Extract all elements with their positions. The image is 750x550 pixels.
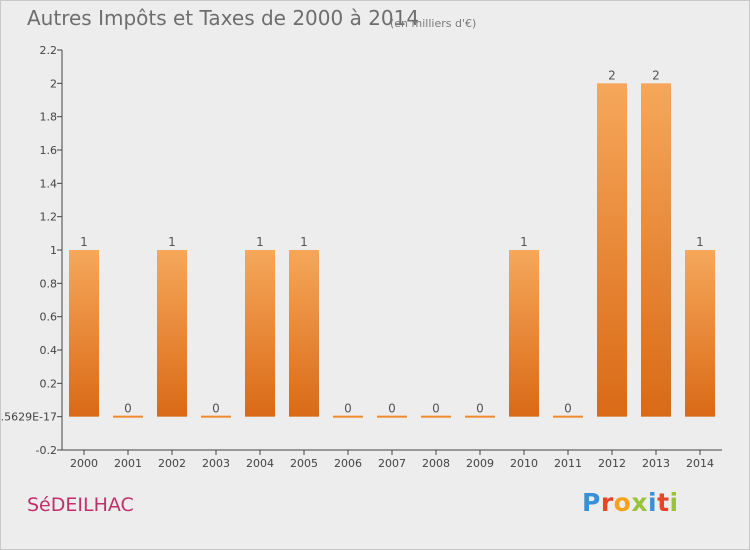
x-tick-label: 2005	[290, 457, 318, 470]
y-tick-label: 2.2	[40, 44, 58, 57]
bar	[421, 415, 451, 418]
x-tick-label: 2011	[554, 457, 582, 470]
bar	[245, 250, 275, 417]
x-tick-label: 2010	[510, 457, 538, 470]
data-label: 1	[300, 235, 308, 249]
y-tick-label: 1.8	[40, 111, 58, 124]
x-tick-label: 2014	[686, 457, 714, 470]
bar	[553, 415, 583, 418]
y-tick-label: 1	[50, 244, 57, 257]
bar	[641, 83, 671, 417]
data-label: 1	[256, 235, 264, 249]
bar	[157, 250, 187, 417]
x-tick-label: 2003	[202, 457, 230, 470]
brand-letter: r	[600, 488, 614, 517]
x-tick-label: 2008	[422, 457, 450, 470]
y-tick-label: -0.2	[36, 444, 57, 457]
x-tick-label: 2013	[642, 457, 670, 470]
data-label: 0	[564, 402, 572, 416]
data-label: 0	[344, 402, 352, 416]
y-tick-label: 1.2	[40, 211, 58, 224]
y-tick-label: 0.4	[40, 344, 58, 357]
y-tick-label: 0.6	[40, 311, 58, 324]
chart-title: Autres Impôts et Taxes de 2000 à 2014	[27, 6, 420, 30]
chart-labels: -0.2 1.5629E-17 0.2 0.4 0.6 0.8 1 1.2 1.4 1.6 1.8 2…	[0, 44, 714, 470]
bar	[377, 415, 407, 418]
data-label: 0	[432, 402, 440, 416]
data-label: 2	[652, 68, 660, 82]
brand-letter: o	[613, 488, 632, 517]
commune-name: SéDEILHAC	[27, 494, 134, 516]
data-label: 0	[212, 402, 220, 416]
brand-letter: x	[631, 488, 648, 517]
proxiti-logo[interactable]: Proxiti	[582, 488, 679, 517]
bar	[69, 250, 99, 417]
brand-letter: i	[669, 488, 679, 517]
x-tick-label: 2002	[158, 457, 186, 470]
y-tick-label: 1.4	[40, 177, 58, 190]
bar	[597, 83, 627, 417]
brand-letter: i	[648, 488, 658, 517]
x-tick-label: 2006	[334, 457, 362, 470]
data-label: 1	[696, 235, 704, 249]
y-tick-label: 0.8	[40, 277, 58, 290]
chart-axes	[57, 49, 722, 455]
x-tick-label: 2007	[378, 457, 406, 470]
x-tick-label: 2001	[114, 457, 142, 470]
chart-unit: (en milliers d'€)	[390, 17, 477, 30]
x-tick-label: 2009	[466, 457, 494, 470]
data-label: 1	[168, 235, 176, 249]
bar	[685, 250, 715, 417]
data-label: 0	[388, 402, 396, 416]
data-label: 1	[80, 235, 88, 249]
data-label: 0	[124, 402, 132, 416]
y-tick-label: 2	[50, 77, 57, 90]
bar	[333, 415, 363, 418]
brand-letter: P	[582, 488, 601, 517]
chart-bars	[69, 83, 715, 418]
bar	[509, 250, 539, 417]
bar	[113, 415, 143, 418]
bar	[465, 415, 495, 418]
x-tick-label: 2004	[246, 457, 274, 470]
data-label: 1	[520, 235, 528, 249]
y-tick-label: 1.6	[40, 144, 58, 157]
x-tick-label: 2000	[70, 457, 98, 470]
data-label: 0	[476, 402, 484, 416]
brand-letter: t	[657, 488, 670, 517]
y-tick-label: 0.2	[40, 377, 58, 390]
data-label: 2	[608, 68, 616, 82]
y-tick-label: 1.5629E-17	[0, 411, 57, 424]
bar	[201, 415, 231, 418]
bar	[289, 250, 319, 417]
x-tick-label: 2012	[598, 457, 626, 470]
